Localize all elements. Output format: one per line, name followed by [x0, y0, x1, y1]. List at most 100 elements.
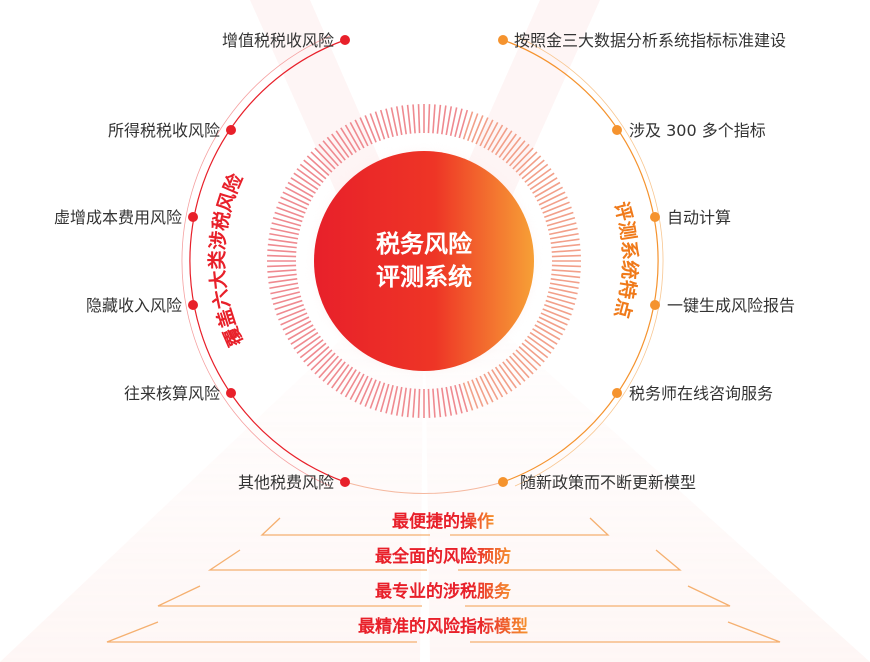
tick-mark	[462, 111, 474, 140]
tick-mark	[374, 111, 386, 140]
tick-mark	[550, 278, 580, 284]
tick-mark	[441, 387, 447, 417]
left-outer-arc	[189, 39, 346, 483]
tick-mark	[536, 186, 563, 202]
tick-mark	[303, 342, 327, 363]
tick-mark	[532, 177, 558, 194]
tick-mark	[536, 320, 563, 336]
tick-mark	[549, 282, 579, 290]
tick-mark	[515, 151, 538, 173]
tick-mark	[287, 324, 314, 341]
tick-mark	[267, 254, 297, 258]
tick-mark	[494, 366, 513, 392]
bullet-dot	[188, 212, 198, 222]
tick-mark	[479, 375, 494, 403]
pyramid-line-1	[260, 517, 610, 536]
tick-mark	[369, 381, 381, 409]
tick-mark	[436, 104, 442, 134]
tick-ring	[267, 104, 581, 418]
tick-mark	[549, 232, 579, 240]
tick-mark	[318, 143, 339, 167]
tick-mark	[551, 243, 581, 249]
pyramid	[106, 517, 781, 643]
tick-mark	[549, 286, 578, 295]
right-item-5: 税务师在线咨询服务	[629, 384, 773, 403]
tick-mark	[267, 249, 297, 253]
bullet-dot	[650, 300, 660, 310]
tick-mark	[271, 222, 300, 231]
tick-mark	[335, 130, 354, 156]
left-item-6: 其他税费风险	[238, 473, 334, 492]
tick-mark	[441, 105, 447, 135]
right-item-1: 按照金三大数据分析系统指标标准建设	[514, 31, 786, 50]
tick-mark	[385, 385, 394, 414]
right-item-4: 一键生成风险报告	[667, 296, 795, 315]
tick-mark	[498, 364, 517, 389]
tick-mark	[436, 388, 442, 418]
tick-mark	[471, 115, 484, 143]
tick-mark	[449, 107, 458, 136]
tick-mark	[498, 133, 517, 158]
tick-mark	[479, 119, 494, 147]
tick-mark	[310, 349, 333, 371]
bullet-dot	[226, 388, 236, 398]
tick-mark	[551, 264, 581, 268]
tick-mark	[364, 379, 377, 407]
tick-mark	[551, 249, 581, 253]
tick-mark	[390, 386, 399, 415]
tick-mark	[544, 304, 572, 316]
tick-mark	[285, 320, 312, 336]
bullet-dot	[612, 125, 622, 135]
tick-mark	[379, 109, 390, 139]
tick-mark	[390, 107, 399, 136]
tick-mark	[534, 324, 561, 341]
tick-mark	[349, 122, 365, 149]
tick-mark	[369, 113, 381, 141]
tick-mark	[529, 331, 555, 350]
pyramid-level-3: 最专业的涉税服务	[375, 581, 512, 602]
tick-mark	[306, 346, 330, 367]
tick-mark	[467, 113, 479, 141]
tick-mark	[395, 106, 403, 136]
tick-mark	[271, 291, 300, 300]
tick-mark	[454, 108, 463, 137]
tick-mark	[318, 355, 339, 379]
tick-mark	[322, 358, 343, 382]
tick-mark	[269, 232, 299, 240]
bullet-dot	[226, 125, 236, 135]
tick-mark	[551, 269, 581, 273]
tick-mark	[548, 291, 577, 300]
bullet-dot	[188, 300, 198, 310]
tick-mark	[512, 147, 534, 170]
tick-mark	[267, 243, 297, 249]
tick-mark	[406, 104, 412, 134]
tick-mark	[449, 386, 458, 415]
left-arc-title: 覆盖六大类涉税风险	[206, 169, 248, 350]
tick-mark	[269, 282, 299, 290]
tick-mark	[518, 155, 542, 176]
tick-mark	[296, 335, 321, 354]
tick-mark	[515, 349, 538, 371]
pyramid-line-3	[157, 585, 731, 607]
tick-mark	[491, 369, 508, 395]
left-item-4: 隐藏收入风险	[86, 296, 182, 315]
bottom-arc	[344, 481, 504, 494]
tick-mark	[417, 388, 421, 418]
left-arc-title-path: 覆盖六大类涉税风险	[206, 169, 248, 350]
tick-mark	[483, 373, 499, 400]
tick-mark	[417, 104, 421, 134]
tick-mark	[551, 273, 581, 279]
tick-mark	[278, 201, 306, 214]
tick-mark	[285, 186, 312, 202]
tick-mark	[280, 312, 308, 326]
tick-mark	[521, 159, 545, 180]
center-circle	[314, 151, 534, 371]
center-title-line2: 评测系统	[376, 263, 472, 291]
tick-mark	[331, 133, 350, 158]
tick-mark	[527, 168, 552, 187]
tick-mark	[549, 227, 578, 236]
tick-mark	[534, 181, 561, 198]
tick-mark	[475, 117, 489, 145]
tick-mark	[487, 371, 504, 398]
